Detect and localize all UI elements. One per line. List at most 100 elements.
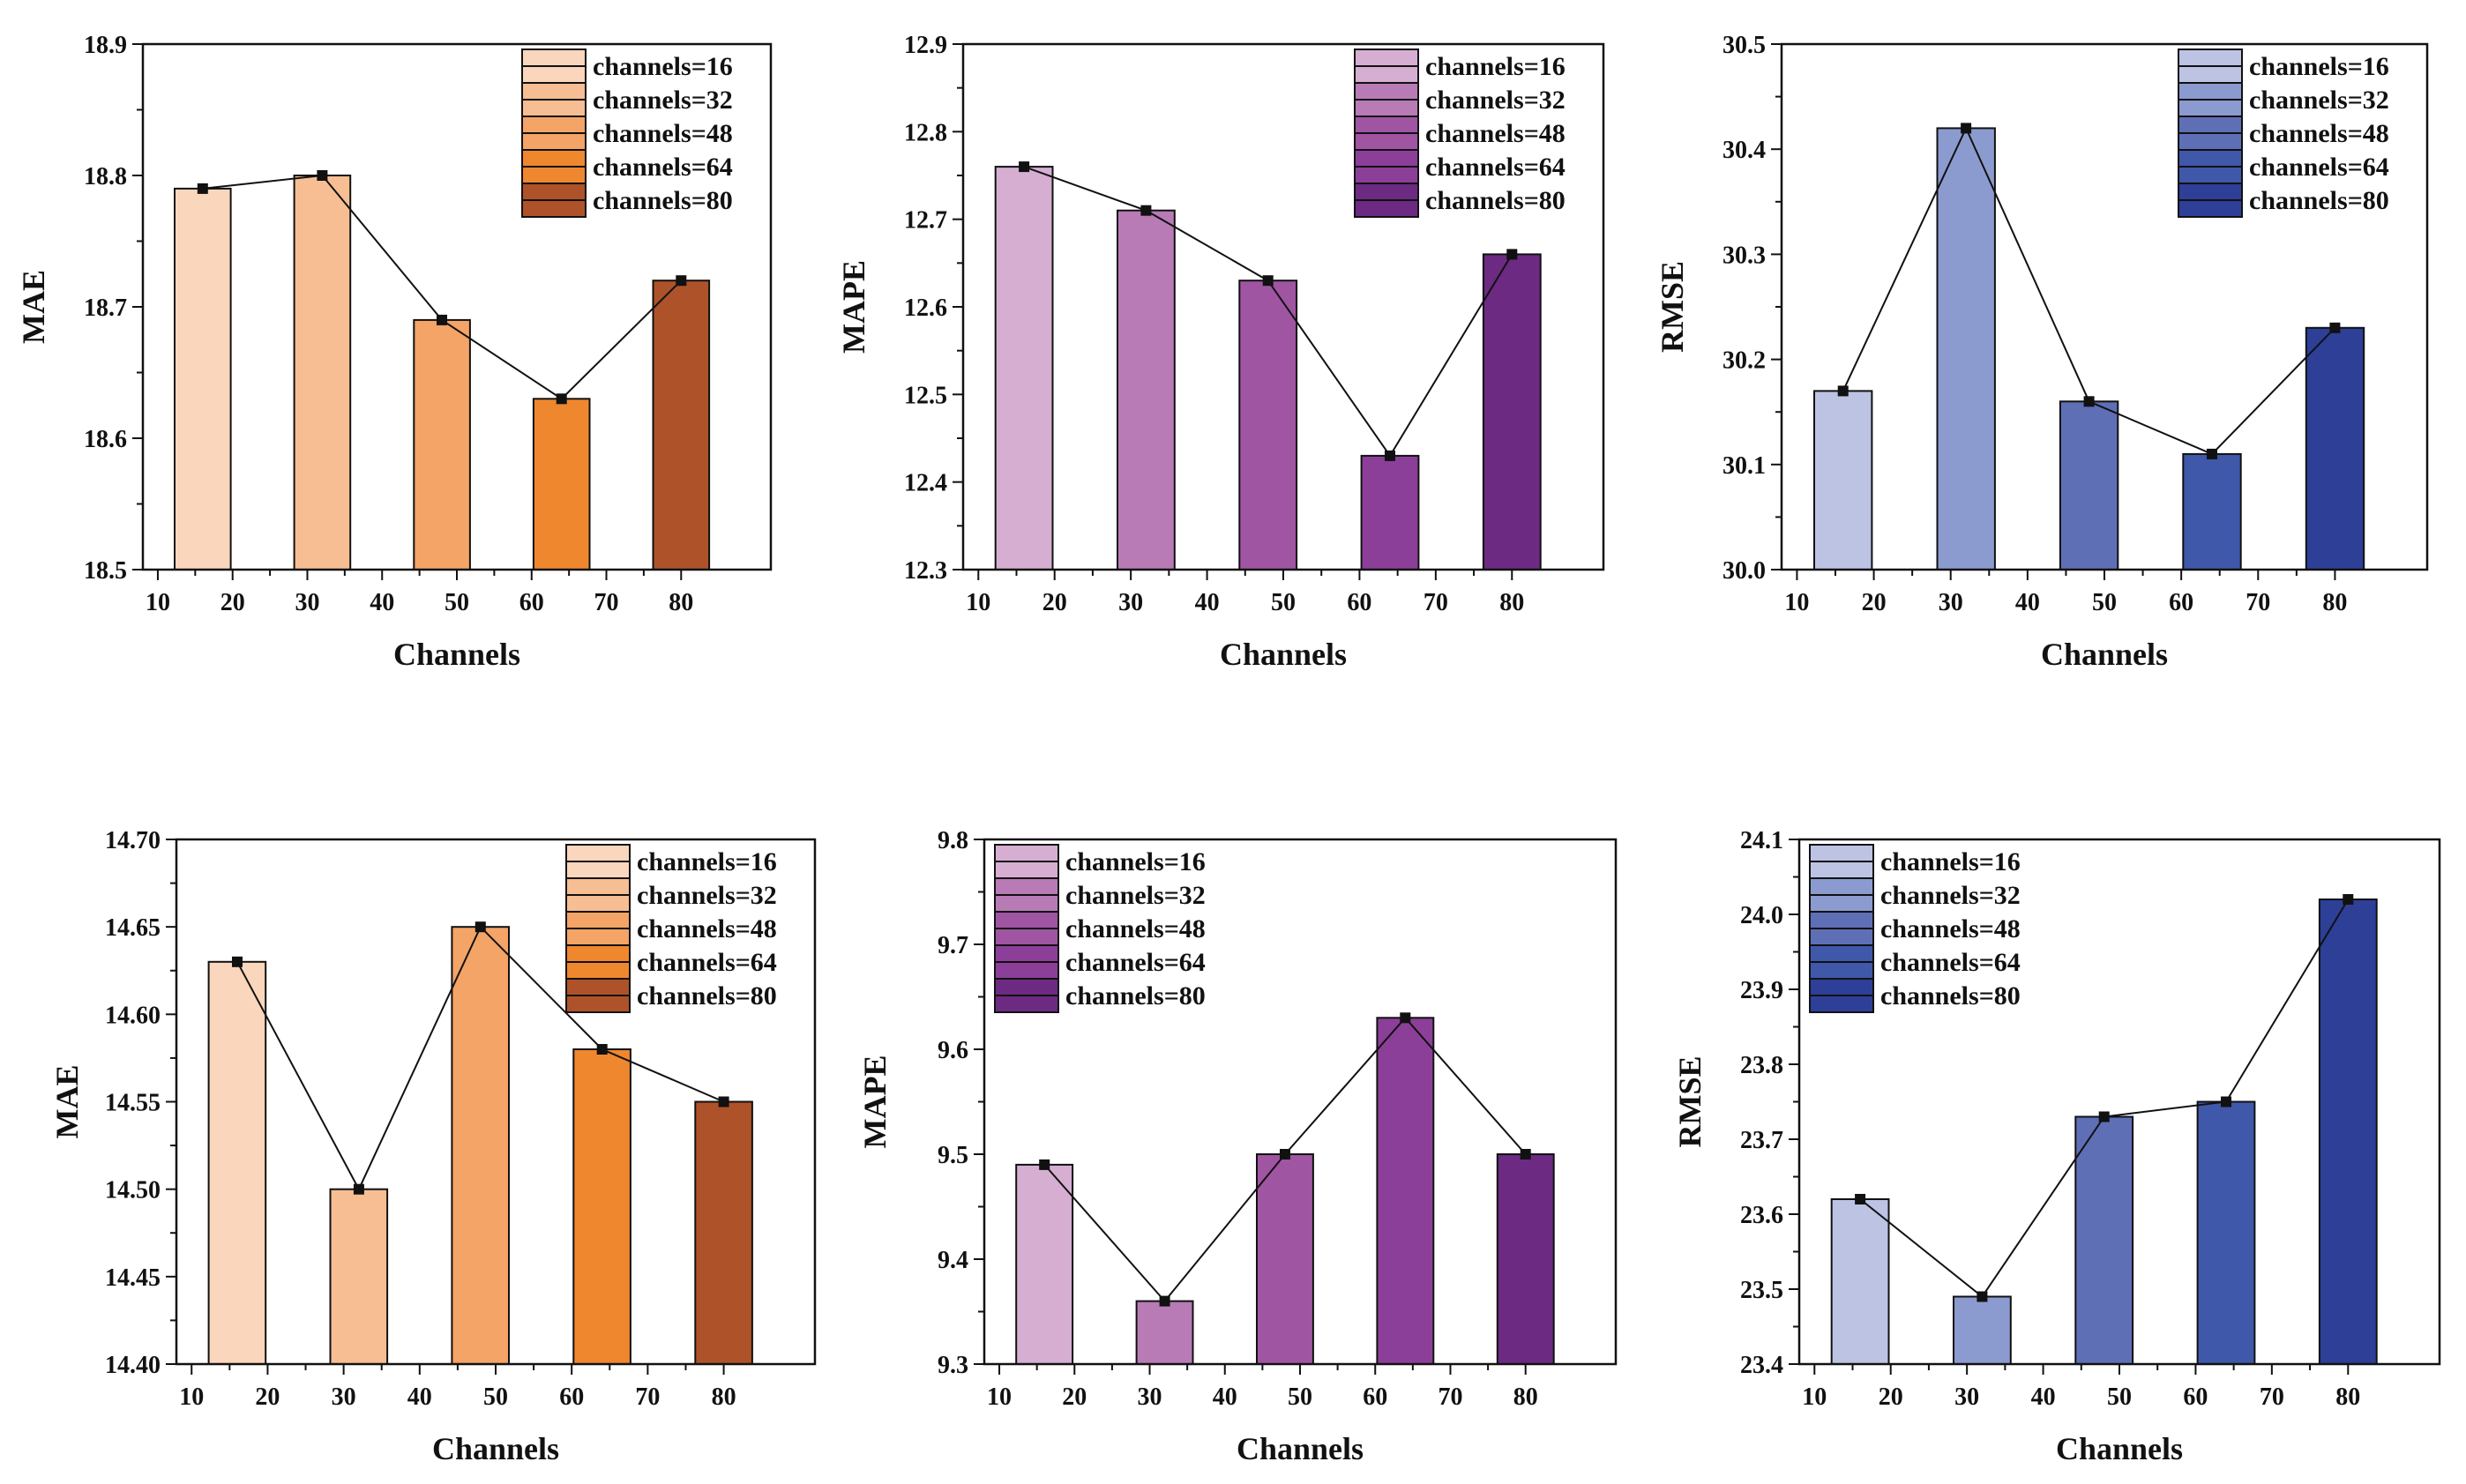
bar-channels-16 [1830, 1198, 1890, 1365]
x-tick-label: 60 [2183, 1383, 2208, 1411]
x-tick-label: 60 [559, 1383, 584, 1411]
bar-channels-80 [2318, 899, 2378, 1365]
legend-label: channels=80 [1425, 186, 1566, 215]
y-tick-label: 30.2 [1722, 347, 1766, 375]
x-tick-label: 10 [1784, 589, 1809, 616]
x-tick-label: 30 [1118, 589, 1143, 616]
x-tick-label: 80 [669, 589, 693, 616]
y-axis-title: MAE [16, 270, 51, 344]
legend-label: channels=48 [637, 914, 777, 943]
bar-channels-32 [1135, 1300, 1194, 1365]
x-tick-label: 50 [1288, 1383, 1312, 1411]
marker-channels-80 [1520, 1149, 1531, 1160]
y-tick-label: 18.6 [84, 426, 127, 453]
marker-channels-80 [2343, 894, 2354, 905]
legend: channels=16 channels=32 channels=48 channel… [565, 844, 777, 1013]
y-tick-label: 12.9 [904, 32, 947, 59]
y-axis-title: MAPE [836, 260, 871, 354]
y-tick-label: 14.40 [105, 1352, 161, 1379]
bar-channels-48 [2074, 1115, 2134, 1365]
marker-channels-48 [475, 921, 486, 933]
bar-channels-48 [1256, 1153, 1314, 1365]
x-tick-label: 70 [635, 1383, 660, 1411]
y-axis-title: MAE [49, 1065, 85, 1139]
marker-channels-64 [556, 393, 567, 405]
legend-label: channels=48 [1425, 119, 1566, 148]
bar-channels-16 [994, 166, 1054, 570]
legend-label: channels=64 [2249, 153, 2389, 182]
y-tick-label: 14.50 [105, 1177, 161, 1204]
legend-label: channels=32 [637, 881, 777, 910]
marker-channels-64 [1400, 1012, 1411, 1024]
y-tick-label: 9.4 [938, 1247, 968, 1274]
legend-label: channels=16 [1425, 52, 1566, 81]
y-tick-label: 9.6 [938, 1037, 968, 1064]
legend-label: channels=48 [593, 119, 733, 148]
legend-label: channels=64 [637, 948, 777, 977]
x-tick-label: 70 [2246, 589, 2270, 616]
legend-label: channels=32 [1425, 86, 1566, 115]
legend-label: channels=64 [1425, 153, 1566, 182]
bar-channels-80 [1496, 1153, 1555, 1365]
marker-channels-16 [232, 956, 243, 967]
y-tick-label: 9.7 [938, 932, 968, 959]
bar-channels-48 [1238, 280, 1298, 570]
legend-label: channels=80 [637, 981, 777, 1010]
marker-channels-32 [353, 1183, 364, 1195]
x-axis-title: Channels [2041, 637, 2168, 672]
y-tick-label: 23.4 [1740, 1352, 1783, 1379]
chart-panel-3: 30.0 30.1 30.2 30.3 30.4 30.5 10 20 30 40 50 60 70 80… [1655, 32, 2429, 672]
legend-label: channels=16 [1065, 847, 1206, 876]
y-tick-label: 18.5 [84, 557, 127, 585]
x-tick-label: 50 [2107, 1383, 2132, 1411]
bar-channels-32 [1936, 127, 1996, 570]
bar-channels-64 [532, 398, 591, 570]
legend: channels=16 channels=32 channels=48 channel… [1354, 48, 1566, 218]
bar-channels-48 [451, 926, 511, 1365]
y-axis-title: RMSE [1672, 1055, 1708, 1147]
legend-label: channels=32 [1880, 881, 2021, 910]
bar-channels-16 [1813, 390, 1873, 570]
x-tick-label: 50 [483, 1383, 508, 1411]
legend-label: channels=16 [637, 847, 777, 876]
legend: channels=16 channels=32 channels=48 channel… [994, 844, 1206, 1013]
y-tick-label: 23.9 [1740, 977, 1783, 1004]
x-axis-title: Channels [432, 1431, 559, 1466]
x-tick-label: 20 [1042, 589, 1067, 616]
x-tick-label: 70 [1438, 1383, 1462, 1411]
x-tick-label: 80 [2335, 1383, 2360, 1411]
x-axis-title: Channels [2056, 1431, 2183, 1466]
y-tick-label: 18.8 [84, 163, 127, 190]
y-axis-title: RMSE [1655, 261, 1690, 353]
bar-channels-32 [1117, 209, 1176, 570]
x-tick-label: 80 [712, 1383, 736, 1411]
marker-channels-64 [1385, 450, 1395, 461]
bar-channels-80 [2305, 326, 2365, 570]
legend-label: channels=64 [593, 153, 733, 182]
y-tick-label: 14.70 [105, 827, 161, 854]
x-tick-label: 20 [1062, 1383, 1087, 1411]
legend-label: channels=80 [1065, 981, 1206, 1010]
marker-channels-64 [596, 1044, 608, 1055]
x-tick-label: 70 [594, 589, 619, 616]
bar-channels-80 [694, 1100, 753, 1365]
x-tick-label: 70 [2260, 1383, 2284, 1411]
y-tick-label: 30.3 [1722, 242, 1766, 269]
marker-channels-80 [2329, 322, 2341, 333]
y-tick-label: 14.60 [105, 1002, 161, 1029]
bar-channels-64 [2196, 1100, 2256, 1365]
y-tick-label: 14.55 [105, 1090, 161, 1117]
marker-channels-32 [1140, 205, 1152, 216]
x-tick-label: 30 [1939, 589, 1963, 616]
y-tick-label: 12.6 [904, 295, 947, 322]
x-axis-title: Channels [393, 637, 520, 672]
marker-channels-16 [1855, 1194, 1866, 1204]
y-tick-label: 23.6 [1740, 1202, 1783, 1229]
marker-channels-16 [1039, 1159, 1050, 1170]
legend-label: channels=64 [1880, 948, 2021, 977]
marker-channels-48 [437, 314, 447, 325]
marker-channels-64 [2207, 448, 2217, 459]
x-tick-label: 50 [1271, 589, 1296, 616]
legend-label: channels=32 [1065, 881, 1206, 910]
marker-channels-16 [1837, 385, 1849, 397]
